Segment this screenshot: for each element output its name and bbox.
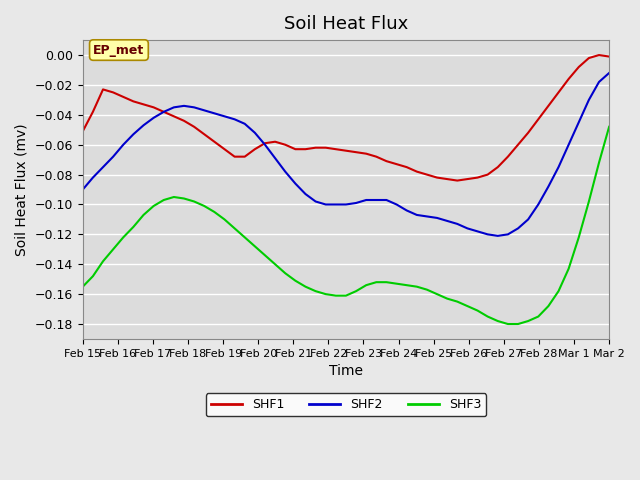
SHF3 bbox=[555, 288, 563, 294]
SHF1 bbox=[393, 161, 401, 167]
SHF1 bbox=[221, 146, 228, 152]
SHF1 bbox=[413, 169, 420, 175]
SHF1 bbox=[605, 54, 613, 60]
SHF3 bbox=[79, 284, 86, 289]
SHF3 bbox=[605, 124, 613, 130]
Title: Soil Heat Flux: Soil Heat Flux bbox=[284, 15, 408, 33]
Y-axis label: Soil Heat Flux (mv): Soil Heat Flux (mv) bbox=[15, 123, 29, 256]
SHF2 bbox=[79, 187, 86, 192]
Line: SHF3: SHF3 bbox=[83, 127, 609, 324]
SHF3 bbox=[393, 281, 401, 287]
X-axis label: Time: Time bbox=[329, 364, 363, 378]
SHF2 bbox=[393, 202, 401, 207]
SHF3 bbox=[383, 279, 390, 285]
SHF1 bbox=[383, 158, 390, 164]
SHF1 bbox=[494, 164, 502, 170]
SHF1 bbox=[423, 172, 431, 178]
SHF1 bbox=[595, 52, 603, 58]
SHF2 bbox=[484, 231, 492, 237]
SHF1 bbox=[454, 178, 461, 183]
SHF3 bbox=[413, 284, 420, 289]
SHF2 bbox=[383, 197, 390, 203]
SHF2 bbox=[413, 212, 420, 218]
SHF3 bbox=[221, 216, 228, 222]
SHF2 bbox=[221, 113, 228, 119]
SHF2 bbox=[555, 164, 563, 170]
SHF2 bbox=[605, 70, 613, 76]
Line: SHF2: SHF2 bbox=[83, 73, 609, 236]
SHF3 bbox=[484, 313, 492, 319]
SHF1 bbox=[79, 128, 86, 134]
SHF3 bbox=[504, 321, 512, 327]
Legend: SHF1, SHF2, SHF3: SHF1, SHF2, SHF3 bbox=[205, 394, 486, 416]
Text: EP_met: EP_met bbox=[93, 44, 145, 57]
SHF2 bbox=[494, 233, 502, 239]
Line: SHF1: SHF1 bbox=[83, 55, 609, 180]
